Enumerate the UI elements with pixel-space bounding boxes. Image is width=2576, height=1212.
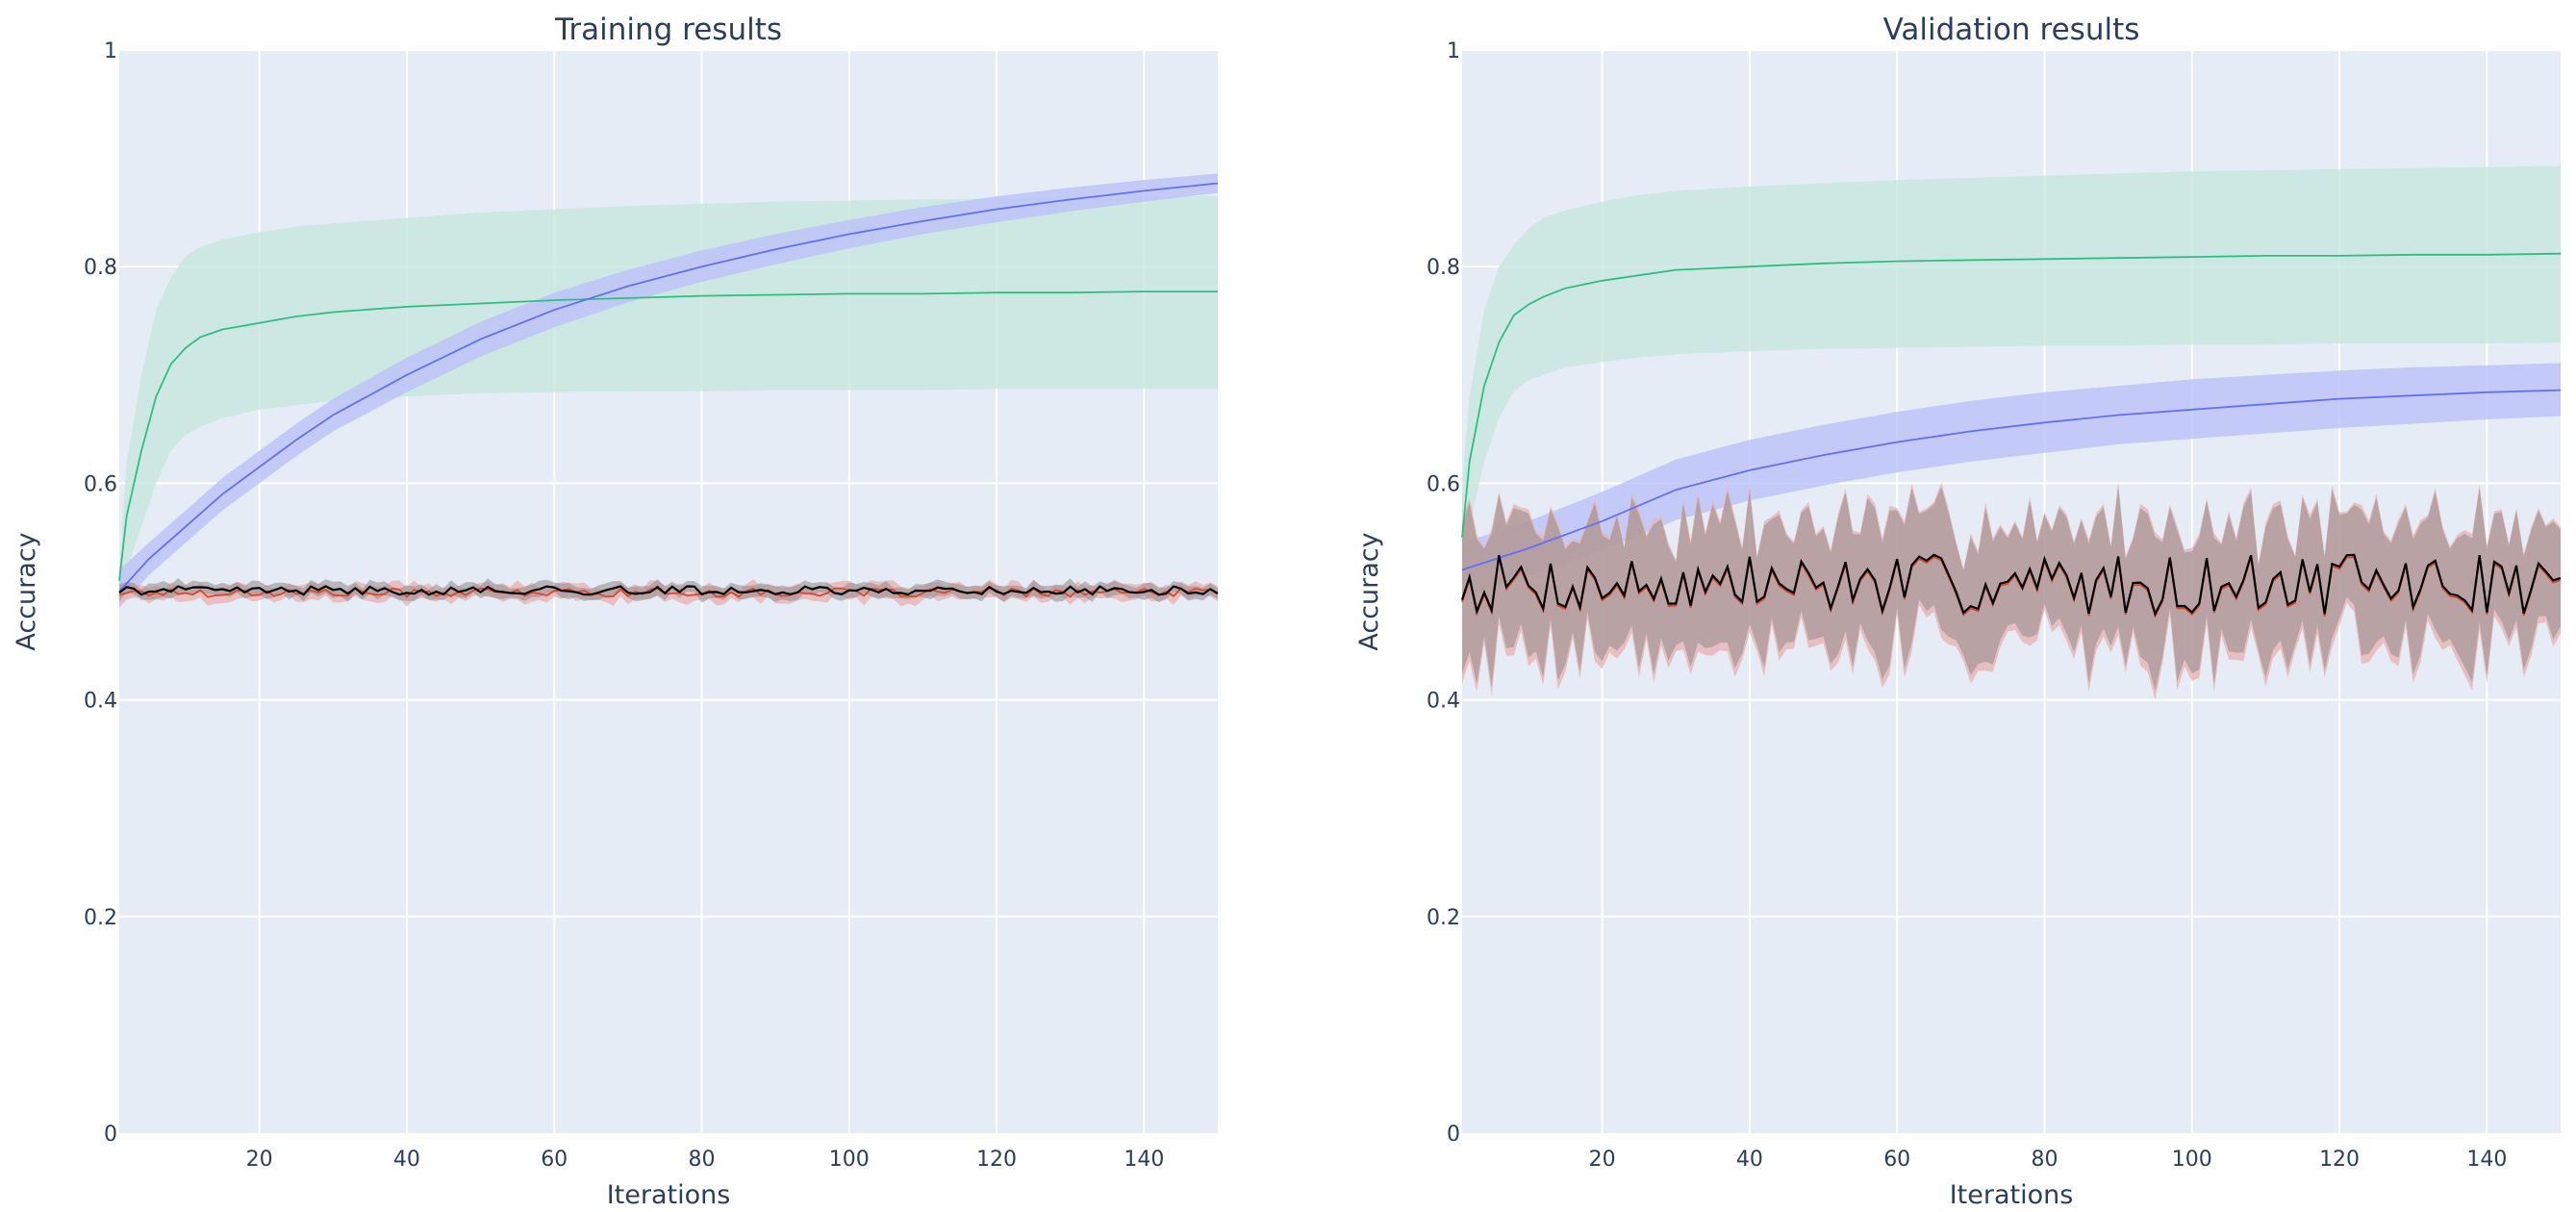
y-axis-label: Accuracy [12, 532, 41, 650]
x-tick-label: 60 [1883, 1148, 1910, 1172]
y-tick-label: 0 [104, 1123, 117, 1147]
blue-series-line [1461, 389, 2562, 571]
black-confidence-band [1462, 486, 2561, 692]
y-tick-label: 0.6 [1427, 472, 1460, 496]
x-axis-label: Iterations [607, 1180, 731, 1210]
y-axis-label: Accuracy [1354, 532, 1384, 650]
x-tick-label: 140 [1124, 1148, 1164, 1172]
blue-confidence-band [119, 173, 1218, 608]
x-tick-label: 40 [393, 1148, 420, 1172]
y-tick-label: 0.6 [84, 472, 117, 496]
green-series-line [118, 290, 1218, 581]
x-tick-label: 20 [1589, 1148, 1616, 1172]
x-tick-label: 140 [2466, 1148, 2507, 1172]
x-tick-label: 120 [2319, 1148, 2360, 1172]
chart-title: Validation results [1883, 13, 2140, 47]
x-tick-label: 120 [976, 1148, 1017, 1172]
training-results-chart: 20 40 60 80 100 120 140 0 0.2 0.4 0.6 0.8 1 Training … [12, 13, 1219, 1210]
green-confidence-band [119, 196, 1218, 592]
y-tick-label: 0 [1447, 1123, 1460, 1147]
green-confidence-band [1462, 165, 2561, 592]
y-tick-label: 1 [1447, 39, 1460, 63]
x-axis-label: Iterations [1950, 1180, 2074, 1210]
x-tick-label: 80 [688, 1148, 715, 1172]
blue-series-line [118, 182, 1219, 593]
green-series-line [1461, 252, 2562, 538]
blue-confidence-band [1462, 363, 2561, 597]
y-tick-label: 0.2 [84, 906, 117, 930]
black-series-line [118, 585, 1219, 596]
x-tick-label: 20 [246, 1148, 273, 1172]
x-tick-label: 60 [541, 1148, 568, 1172]
y-tick-label: 0.4 [1427, 690, 1460, 714]
y-tick-label: 0.8 [84, 256, 117, 280]
black-series-line [1460, 553, 2562, 618]
validation-results-chart: 20 40 60 80 100 120 140 0 0.2 0.4 0.6 0.8 1 Validatio… [1354, 13, 2562, 1210]
y-tick-label: 0.4 [84, 690, 117, 714]
x-tick-label: 100 [829, 1148, 870, 1172]
y-tick-label: 0.2 [1427, 906, 1460, 930]
x-tick-label: 100 [2172, 1148, 2212, 1172]
x-tick-label: 40 [1736, 1148, 1763, 1172]
y-tick-label: 1 [104, 39, 117, 63]
chart-title: Training results [554, 13, 782, 47]
x-tick-label: 80 [2031, 1148, 2058, 1172]
y-tick-label: 0.8 [1427, 256, 1460, 280]
